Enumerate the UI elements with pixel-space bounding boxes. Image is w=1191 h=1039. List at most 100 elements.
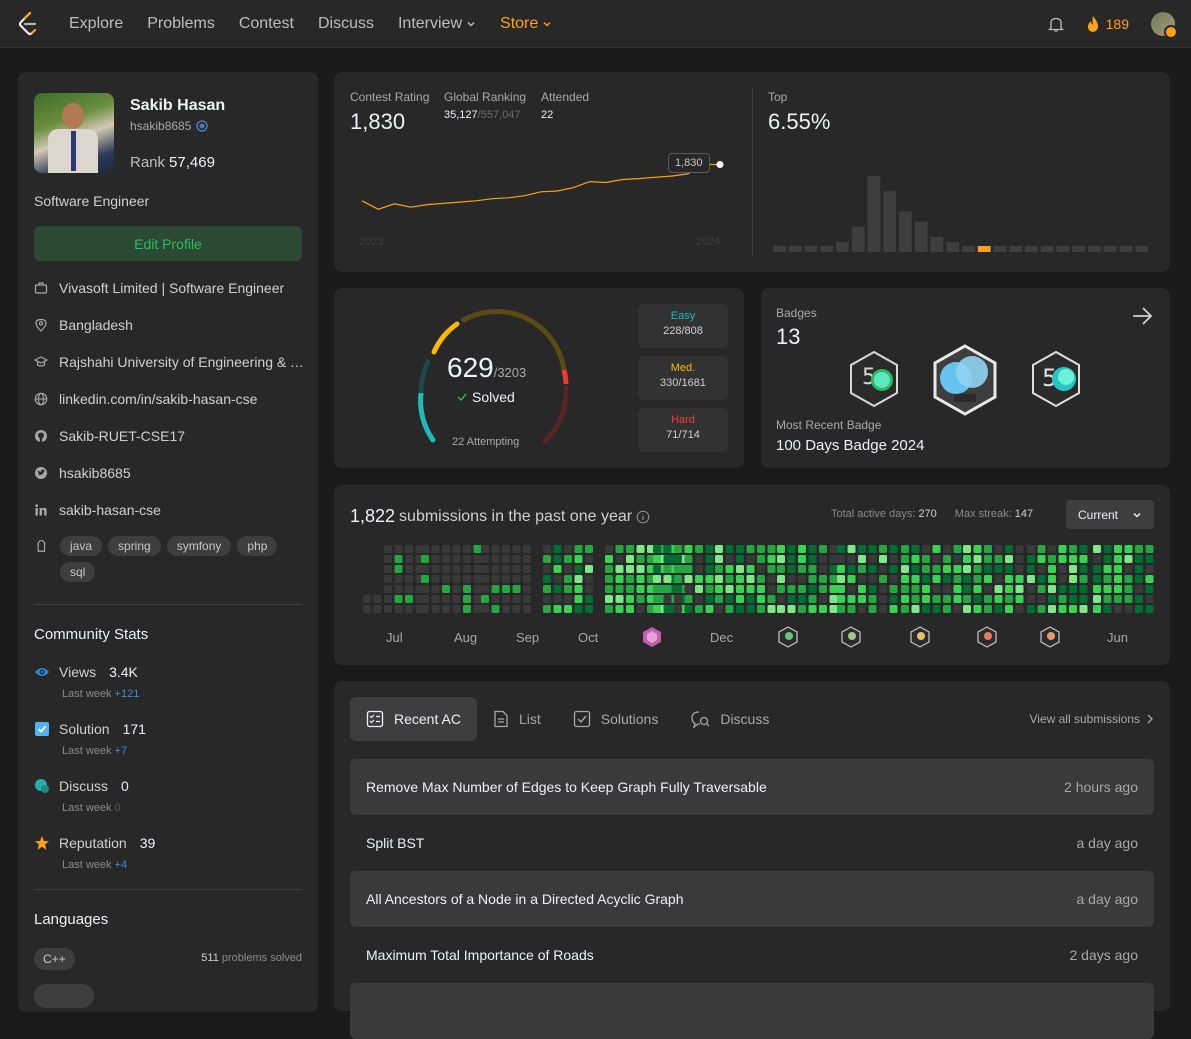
linkedin-link[interactable]: sakib-hasan-cse (59, 502, 161, 518)
submission-row[interactable]: Remove Max Number of Edges to Keep Graph… (350, 759, 1154, 815)
heatmap-cell (605, 555, 613, 563)
difficulty-easy[interactable]: Easy 228/808 (638, 304, 728, 348)
heatmap-cell (615, 555, 624, 563)
heatmap-cell (674, 555, 682, 563)
period-select[interactable]: Current (1066, 500, 1154, 529)
heatmap-cell (636, 555, 645, 563)
heatmap-cell (452, 555, 461, 563)
heatmap-cell (491, 585, 500, 593)
heatmap-cell (787, 575, 796, 583)
website-link[interactable]: linkedin.com/in/sakib-hasan-cse (59, 391, 258, 407)
heatmap-cell (1145, 575, 1154, 583)
heatmap-cell (585, 585, 593, 593)
nav-contest[interactable]: Contest (238, 15, 294, 32)
heatmap-cell (1145, 595, 1154, 603)
solved-count-value: 629 (447, 352, 494, 383)
stat-views: Views 3.4K (34, 664, 138, 680)
heatmap-cell (819, 575, 827, 583)
heatmap-cell (543, 555, 551, 563)
rating-line-chart[interactable] (354, 150, 734, 220)
tab-list[interactable]: List (477, 697, 557, 741)
heatmap-cell (564, 605, 572, 613)
info-linkedin[interactable]: sakib-hasan-cse (34, 502, 304, 518)
heatmap-cell (605, 585, 613, 593)
skill-tags: java spring symfony php sql (34, 536, 304, 582)
tab-solutions[interactable]: Solutions (557, 697, 675, 741)
user-name: Sakib Hasan (130, 97, 226, 114)
heatmap-cell (481, 565, 489, 573)
submission-row[interactable]: All Ancestors of a Node in a Directed Ac… (350, 871, 1154, 927)
tab-recent-ac[interactable]: Recent AC (350, 697, 477, 741)
heatmap-cell (705, 605, 714, 613)
heatmap-cell (1069, 555, 1077, 563)
heatmap-cell (787, 605, 796, 613)
heatmap-cell (502, 595, 510, 603)
leetcode-logo-icon[interactable] (16, 11, 40, 37)
info-icon[interactable] (636, 510, 650, 524)
arrow-right-icon[interactable] (1131, 306, 1153, 326)
heatmap-cell (757, 565, 765, 573)
heatmap-cell (1135, 545, 1143, 553)
badge-100-days-icon[interactable] (932, 344, 998, 416)
nav-interview[interactable]: Interview (386, 15, 488, 33)
skill-tag[interactable]: sql (60, 562, 96, 582)
heatmap-cell (1103, 575, 1112, 583)
info-github[interactable]: Sakib-RUET-CSE17 (34, 428, 304, 444)
submission-row[interactable] (350, 983, 1154, 1039)
lastweek-label: Last week (62, 688, 112, 700)
heatmap-cell (405, 545, 413, 553)
heatmap-cell (543, 585, 551, 593)
heatmap-cell (452, 565, 461, 573)
info-twitter[interactable]: hsakib8685 (34, 465, 304, 481)
heatmap-cell (553, 555, 562, 563)
histogram-bar (1072, 246, 1086, 252)
heatmap-cell (564, 545, 572, 553)
skill-tag[interactable]: spring (108, 536, 161, 556)
heatmap-cell (922, 555, 930, 563)
heatmap-cell (819, 585, 827, 593)
tab-discuss[interactable]: Discuss (674, 697, 785, 741)
heatmap-cell (431, 595, 440, 603)
histogram-bar (930, 236, 944, 252)
badge-50-days-2024-icon[interactable]: 5 (1030, 350, 1082, 408)
monthly-badge-icon (643, 627, 661, 647)
skill-tag[interactable]: java (60, 536, 103, 556)
bell-icon[interactable] (1047, 16, 1064, 33)
nav-store[interactable]: Store (488, 15, 564, 33)
submission-row[interactable]: Split BST a day ago (350, 815, 1154, 871)
heatmap-cell (725, 565, 734, 573)
profile-card: Sakib Hasan hsakib8685 Rank 57,469 Softwa… (18, 72, 318, 1012)
chevron-down-icon (467, 22, 475, 27)
heatmap-cell (1093, 545, 1101, 553)
ranking-histogram[interactable] (772, 172, 1150, 252)
github-link[interactable]: Sakib-RUET-CSE17 (59, 428, 186, 444)
heatmap-cell (705, 575, 714, 583)
nav-explore[interactable]: Explore (69, 15, 124, 32)
skill-tag[interactable]: symfony (166, 536, 232, 556)
nav-problems[interactable]: Problems (147, 15, 215, 32)
edit-profile-button[interactable]: Edit Profile (34, 226, 302, 261)
heatmap-cell (767, 565, 776, 573)
year-start: 2023 (359, 236, 384, 248)
user-avatar[interactable] (1151, 12, 1178, 39)
heatmap-cell (746, 555, 755, 563)
heatmap-cell (1079, 585, 1088, 593)
view-all-submissions-link[interactable]: View all submissions (1030, 712, 1155, 726)
badge-50-days-icon[interactable]: 5 (848, 350, 900, 408)
heatmap-cell (879, 545, 887, 553)
monthly-badge-icon (977, 626, 997, 648)
streak-counter[interactable]: 189 (1086, 15, 1129, 33)
skill-tag[interactable]: php (237, 536, 278, 556)
submission-row[interactable]: Maximum Total Importance of Roads 2 days … (350, 927, 1154, 983)
histogram-bar (1056, 246, 1070, 252)
heatmap-cell (963, 605, 971, 613)
difficulty-hard[interactable]: Hard 71/714 (638, 408, 728, 452)
heatmap-cell (847, 555, 856, 563)
twitter-link[interactable]: hsakib8685 (59, 465, 131, 481)
stat-solution: Solution 171 (34, 721, 146, 737)
heatmap-cell (684, 605, 693, 613)
difficulty-medium[interactable]: Med. 330/1681 (638, 356, 728, 400)
heatmap-cell (911, 605, 920, 613)
nav-discuss[interactable]: Discuss (317, 15, 374, 32)
info-website[interactable]: linkedin.com/in/sakib-hasan-cse (34, 391, 304, 407)
